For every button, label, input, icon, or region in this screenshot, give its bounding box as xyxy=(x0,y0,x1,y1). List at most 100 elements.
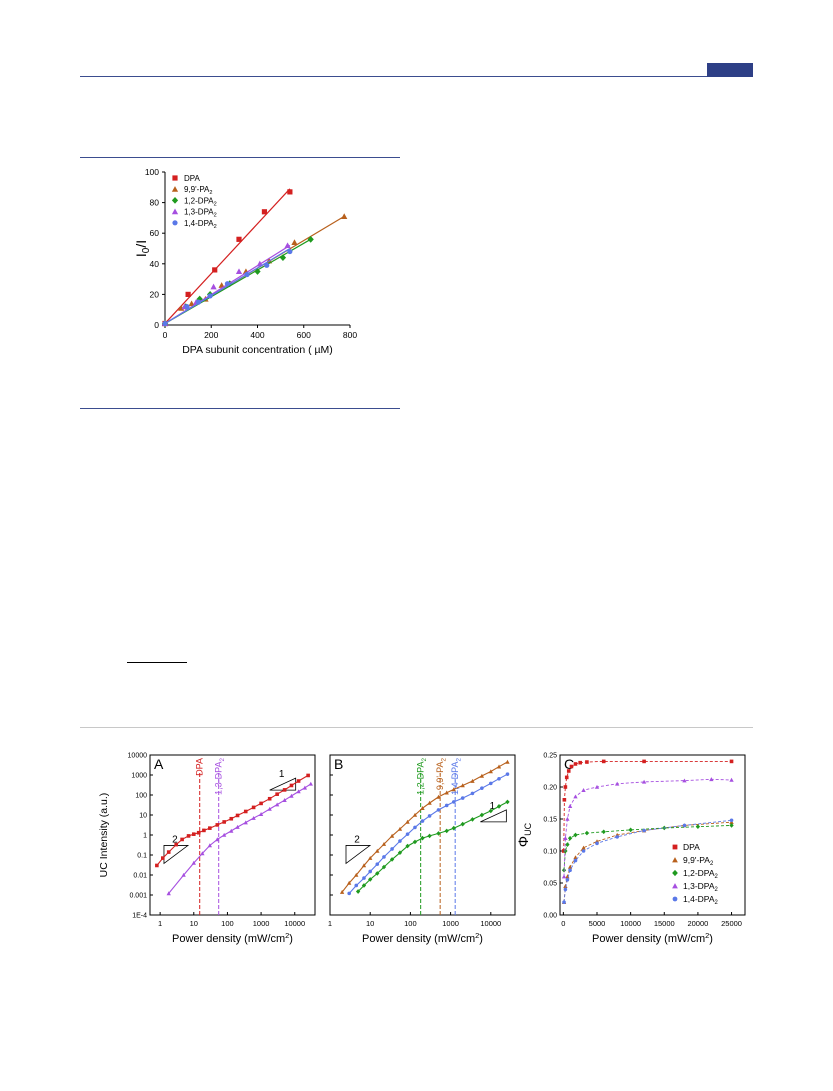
point-dpa xyxy=(155,863,159,868)
point-1-2-dpa-2 xyxy=(444,828,449,834)
point-1-3-dpa2 xyxy=(615,781,620,786)
point-dpa xyxy=(306,773,310,778)
legend-marker-9-9-pa2 xyxy=(672,857,678,863)
point-9-9-pa-2 xyxy=(505,759,510,764)
point-9-9-pa-2 xyxy=(405,819,410,824)
point-1-4-dpa-2 xyxy=(480,786,484,790)
panel-label: C xyxy=(564,756,574,772)
point-9-9-pa-2 xyxy=(381,841,387,846)
point-1-4-dpa-2 xyxy=(488,781,493,786)
point-9-9-pa-2 xyxy=(375,848,380,853)
point-1-3-dpa2 xyxy=(565,816,570,821)
legend-label-dpa: DPA xyxy=(184,174,201,183)
point-dpa xyxy=(569,764,574,769)
point-1-3-dpa-2 xyxy=(207,843,212,848)
point-1-3-dpa2 xyxy=(641,779,647,784)
upconversion-charts: A1 10 100 1000 100001E-40.0010.010.111010010… xyxy=(98,753,746,945)
point-9-9-pa-2 xyxy=(427,800,432,805)
legend-label-1-3-dpa-2: 1,3-DPA2 xyxy=(184,208,217,219)
point-1-4-dpa-2 xyxy=(460,796,465,800)
point-dpa xyxy=(282,788,287,792)
y-tick-label: 0.01 xyxy=(133,873,147,880)
point-1-4-dpa-2 xyxy=(162,320,168,327)
y-tick-label: 1 xyxy=(143,833,147,840)
y-tick-label: 80 xyxy=(150,198,160,208)
point-1-3-dpa-2 xyxy=(267,806,272,811)
slope-triangle-2 xyxy=(163,845,190,865)
x-axis-label: Power density (mW/cm2) xyxy=(172,931,293,945)
y-tick-label: 0.15 xyxy=(543,817,557,824)
point-9-9-pa-2 xyxy=(479,773,485,778)
point-1-3-dpa2 xyxy=(581,788,586,792)
point-1-4-dpa2 xyxy=(682,823,687,828)
x-tick-label: 5000 xyxy=(589,919,606,928)
point-1-2-dpa-2 xyxy=(254,268,261,275)
point-dpa xyxy=(191,832,196,836)
point-1-4-dpa-2 xyxy=(375,862,380,866)
point-1-3-dpa-2 xyxy=(302,785,308,790)
point-dpa xyxy=(160,856,165,860)
point-1-2-dpa2 xyxy=(601,829,606,835)
panel-a: A 1 10 100 1000 10000 1E-4 0.001 0.01 0.1 1 10 100 10… xyxy=(98,753,316,945)
point-1-3-dpa-2 xyxy=(274,802,280,807)
point-9-9-pa-2 xyxy=(451,787,456,792)
point-dpa xyxy=(202,828,206,833)
point-dpa xyxy=(261,209,268,215)
point-9-9-pa2 xyxy=(563,884,568,888)
fit-curve-dpa xyxy=(563,760,732,852)
point-dpa xyxy=(243,809,248,814)
point-1-4-dpa-2 xyxy=(451,800,456,804)
x-tick-label: 20000 xyxy=(687,919,708,928)
legend-marker-dpa xyxy=(672,844,678,850)
point-9-9-pa-2 xyxy=(436,794,441,799)
point-1-4-dpa-2 xyxy=(405,832,410,836)
point-1-3-dpa-2 xyxy=(258,812,264,816)
fit-curve-9-9-pa-2 xyxy=(341,761,508,893)
legend-label-1-2-dpa2: 1,2-DPA2 xyxy=(683,868,718,880)
point-9-9-pa-2 xyxy=(444,790,449,795)
y-axis-label: UC Intensity (a.u.) xyxy=(98,793,110,878)
point-1-2-dpa-2 xyxy=(381,864,387,870)
point-9-9-pa-2 xyxy=(347,880,352,885)
point-1-4-dpa-2 xyxy=(207,293,213,299)
point-1-3-dpa-2 xyxy=(243,820,248,825)
stern-volmer-chart: 0 200 400 600 800 0 20 40 60 80 100 DPA subunit con… xyxy=(133,167,357,356)
legend-marker-dpa xyxy=(172,175,178,181)
y-tick-label: 100 xyxy=(135,793,147,800)
threshold-label-9-9-pa2: 9,9'-PA2 xyxy=(435,758,447,791)
point-9-9-pa-2 xyxy=(291,239,298,245)
panel-label: A xyxy=(154,756,164,772)
point-1-4-dpa-2 xyxy=(244,271,250,278)
point-1-2-dpa-2 xyxy=(505,799,510,805)
point-dpa xyxy=(563,785,568,789)
point-1-3-dpa-2 xyxy=(284,242,291,249)
point-dpa xyxy=(180,837,184,842)
point-1-4-dpa2 xyxy=(642,828,646,833)
point-dpa xyxy=(236,236,242,242)
point-1-4-dpa2 xyxy=(573,858,578,863)
point-1-4-dpa2 xyxy=(615,835,619,839)
point-1-3-dpa2 xyxy=(573,794,578,799)
x-tick-label: 1000 xyxy=(253,919,270,928)
point-9-9-pa-2 xyxy=(470,778,475,783)
y-tick-label: 10000 xyxy=(128,753,148,760)
point-9-9-pa-2 xyxy=(354,872,359,877)
point-1-3-dpa2 xyxy=(709,777,714,782)
x-tick-label: 200 xyxy=(204,330,218,340)
point-dpa xyxy=(287,189,293,195)
point-9-9-pa-2 xyxy=(460,783,465,788)
header-page-tab xyxy=(707,63,753,77)
slope-label-2: 2 xyxy=(354,834,360,845)
point-9-9-pa-2 xyxy=(339,889,345,894)
x-tick-label: 1 xyxy=(328,919,332,928)
y-tick-label: 20 xyxy=(150,289,160,299)
point-1-4-dpa2 xyxy=(729,818,734,823)
point-1-3-dpa2 xyxy=(729,777,734,782)
x-tick-label: 1 xyxy=(158,919,162,928)
point-9-9-pa-2 xyxy=(368,855,373,860)
point-1-4-dpa-2 xyxy=(287,248,293,255)
point-dpa xyxy=(212,267,218,273)
point-1-2-dpa2 xyxy=(565,842,570,847)
point-dpa xyxy=(275,792,279,796)
point-1-3-dpa-2 xyxy=(210,283,217,290)
